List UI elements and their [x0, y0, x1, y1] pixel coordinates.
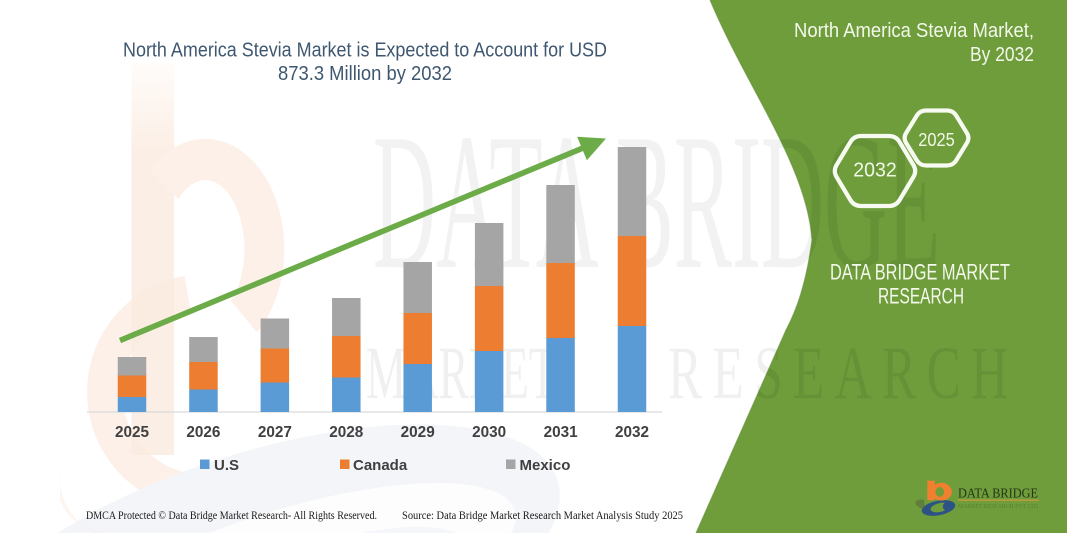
svg-text:2027: 2027: [258, 424, 292, 441]
svg-text:Source: Data Bridge Market Res: Source: Data Bridge Market Research Mark…: [402, 510, 683, 522]
svg-text:MARKET: MARKET: [366, 331, 556, 414]
svg-text:2025: 2025: [115, 424, 150, 441]
svg-text:North America Stevia Market,: North America Stevia Market,: [794, 19, 1034, 42]
svg-text:2032: 2032: [853, 159, 897, 182]
svg-text:DATA BRIDGE MARKET: DATA BRIDGE MARKET: [830, 260, 1010, 285]
svg-text:873.3 Million by 2032: 873.3 Million by 2032: [278, 62, 452, 85]
svg-text:2029: 2029: [401, 424, 435, 441]
svg-text:2032: 2032: [615, 424, 649, 441]
svg-text:DATA BRIDGE: DATA BRIDGE: [958, 486, 1038, 501]
svg-text:U.S: U.S: [214, 457, 239, 474]
svg-text:2031: 2031: [544, 424, 579, 441]
svg-text:Mexico: Mexico: [520, 457, 571, 474]
svg-text:2028: 2028: [329, 424, 364, 441]
svg-text:2030: 2030: [472, 424, 506, 441]
svg-text:RESEARCH: RESEARCH: [878, 284, 964, 309]
svg-text:Canada: Canada: [353, 457, 408, 474]
svg-text:2026: 2026: [186, 424, 220, 441]
svg-text:DMCA Protected © Data Bridge M: DMCA Protected © Data Bridge Market Rese…: [86, 510, 377, 522]
svg-text:2025: 2025: [918, 129, 955, 150]
svg-text:MARKET RESEARCH PVT LTD: MARKET RESEARCH PVT LTD: [958, 503, 1038, 510]
svg-text:North America Stevia Market is: North America Stevia Market is Expected …: [123, 38, 607, 61]
svg-text:By 2032: By 2032: [970, 43, 1034, 66]
